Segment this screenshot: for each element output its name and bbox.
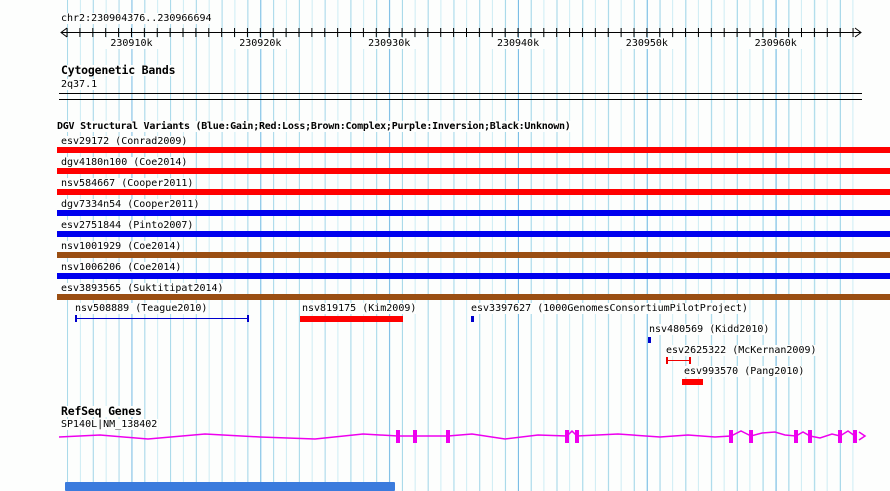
variant-glyph-esv2751844[interactable] <box>57 231 890 237</box>
exon-block <box>749 430 753 443</box>
cytoband-label: 2q37.1 <box>60 79 99 90</box>
ruler[interactable] <box>0 27 890 51</box>
cytogenetic-bands-title: Cytogenetic Bands <box>60 63 177 77</box>
variant-label-esv2625322[interactable]: esv2625322 (McKernan2009) <box>665 345 818 356</box>
variant-glyph-nsv819175[interactable] <box>300 316 403 322</box>
gene-strand-arrow <box>858 431 867 441</box>
variant-label-esv993570[interactable]: esv993570 (Pang2010) <box>683 366 806 377</box>
variant-glyph-nsv1001929[interactable] <box>57 252 890 258</box>
gene-name-label[interactable]: SP140L|NM_138402 <box>60 419 159 430</box>
variant-label-nsv819175[interactable]: nsv819175 (Kim2009) <box>301 303 418 314</box>
ruler-label-230910k: 230910k <box>99 38 164 49</box>
gridlines <box>59 0 862 491</box>
ruler-label-230960k: 230960k <box>743 38 808 49</box>
ruler-label-230950k: 230950k <box>614 38 679 49</box>
exon-block <box>413 430 417 443</box>
refseq-genes-title: RefSeq Genes <box>60 404 143 418</box>
variant-label-dgv4180n100[interactable]: dgv4180n100 (Coe2014) <box>60 157 189 168</box>
exon-block <box>853 430 857 443</box>
exon-block <box>565 430 569 443</box>
variant-label-esv29172[interactable]: esv29172 (Conrad2009) <box>60 136 189 147</box>
exon-block <box>808 430 812 443</box>
variant-glyph-dgv4180n100[interactable] <box>57 168 890 174</box>
variant-label-nsv1001929[interactable]: nsv1001929 (Coe2014) <box>60 241 183 252</box>
ruler-label-230930k: 230930k <box>357 38 422 49</box>
exon-block <box>446 430 450 443</box>
variant-label-esv3397627[interactable]: esv3397627 (1000GenomesConsortiumPilotPr… <box>470 303 749 314</box>
dgv-variants-title: DGV Structural Variants (Blue:Gain;Red:L… <box>56 121 572 132</box>
variant-label-nsv1006206[interactable]: nsv1006206 (Coe2014) <box>60 262 183 273</box>
variant-glyph-nsv584667[interactable] <box>57 189 890 195</box>
cytoband-glyph <box>59 93 862 100</box>
exon-block <box>729 430 733 443</box>
ruler-label-230940k: 230940k <box>486 38 551 49</box>
exon-block <box>575 430 579 443</box>
variant-glyph-esv3397627[interactable] <box>471 316 474 322</box>
exon-block <box>396 430 400 443</box>
variant-label-nsv480569[interactable]: nsv480569 (Kidd2010) <box>648 324 771 335</box>
variant-label-nsv508889[interactable]: nsv508889 (Teague2010) <box>74 303 209 314</box>
horizontal-scrollbar-thumb[interactable] <box>65 482 395 491</box>
gene-structure-glyph[interactable] <box>0 424 890 448</box>
exon-block <box>794 430 798 443</box>
position-label: chr2:230904376..230966694 <box>60 13 213 24</box>
exon-block <box>838 430 842 443</box>
variant-label-esv3893565[interactable]: esv3893565 (Suktitipat2014) <box>60 283 225 294</box>
variant-glyph-nsv1006206[interactable] <box>57 273 890 279</box>
variant-glyph-nsv508889[interactable] <box>75 315 249 322</box>
variant-glyph-esv2625322[interactable] <box>666 357 691 364</box>
variant-label-dgv7334n54[interactable]: dgv7334n54 (Cooper2011) <box>60 199 201 210</box>
variant-label-nsv584667[interactable]: nsv584667 (Cooper2011) <box>60 178 195 189</box>
variant-glyph-esv993570[interactable] <box>682 379 703 385</box>
variant-glyph-dgv7334n54[interactable] <box>57 210 890 216</box>
variant-glyph-esv29172[interactable] <box>57 147 890 153</box>
variant-label-esv2751844[interactable]: esv2751844 (Pinto2007) <box>60 220 195 231</box>
ruler-label-230920k: 230920k <box>228 38 293 49</box>
variant-glyph-nsv480569[interactable] <box>648 337 651 343</box>
variant-glyph-esv3893565[interactable] <box>57 294 890 300</box>
